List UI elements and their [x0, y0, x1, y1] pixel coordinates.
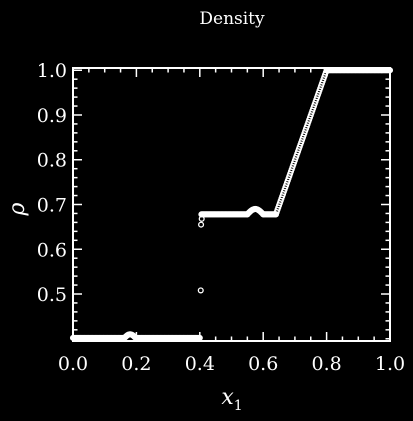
data-point [259, 210, 266, 217]
data-points [69, 67, 394, 341]
y-tick-labels: 0.5 0.6 0.7 0.8 0.9 1.0 [37, 60, 67, 306]
x-tick-label: 0.2 [121, 353, 151, 375]
y-tick-label: 0.6 [37, 239, 67, 261]
x-tick-label: 1.0 [375, 353, 405, 375]
data-point [197, 287, 204, 294]
x-axis-label-subscript: 1 [234, 398, 243, 414]
data-point [386, 67, 394, 74]
x-tick-label: 0.8 [311, 353, 341, 375]
y-tick-label: 0.8 [37, 150, 67, 172]
y-tick-label: 1.0 [37, 60, 67, 82]
y-tick-label: 0.5 [37, 284, 67, 306]
x-tick-labels: 0.0 0.2 0.4 0.6 0.8 1.0 [58, 353, 405, 375]
plot-frame [72, 67, 391, 342]
x-tick-label: 0.0 [58, 353, 88, 375]
y-tick-label: 0.9 [37, 105, 67, 127]
data-point [198, 215, 205, 222]
y-tick-label: 0.7 [37, 195, 67, 217]
y-axis-label: ρ [5, 202, 30, 216]
tick-marks [72, 68, 391, 341]
x-tick-label: 0.4 [185, 353, 215, 375]
data-point [196, 334, 203, 341]
data-point [260, 211, 267, 218]
x-tick-label: 0.6 [248, 353, 278, 375]
data-point [198, 221, 205, 228]
chart-title: Density [199, 9, 265, 29]
x-axis-label-main: x [221, 385, 234, 410]
x-axis-label: x1 [221, 385, 242, 414]
